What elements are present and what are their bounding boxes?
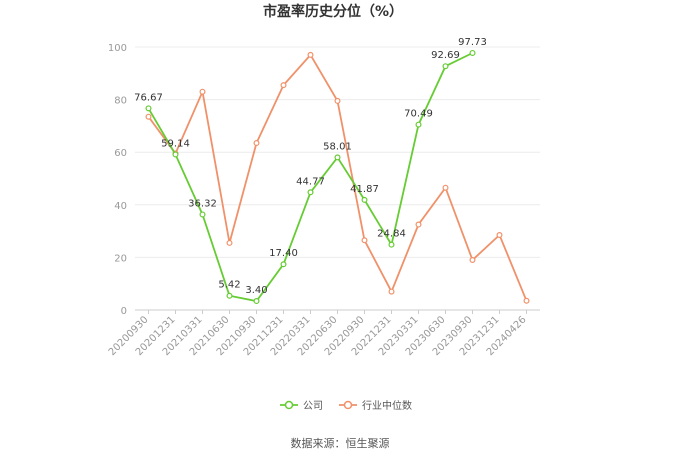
data-label: 58.01	[323, 141, 352, 152]
series-point-1[interactable]	[307, 51, 314, 58]
legend-marker-icon	[343, 400, 353, 410]
y-tick-label: 100	[108, 43, 127, 54]
legend-item-1[interactable]: 行业中位数	[339, 399, 412, 412]
data-label: 44.77	[296, 176, 325, 187]
legend-label: 公司	[303, 401, 323, 412]
data-label: 76.67	[134, 92, 163, 103]
data-label: 41.87	[350, 184, 379, 195]
y-tick-label: 80	[114, 96, 127, 107]
legend-label: 行业中位数	[362, 399, 412, 412]
series-point-1[interactable]	[253, 139, 260, 146]
chart-title: 市盈率历史分位（%）	[263, 3, 403, 20]
series-point-0[interactable]	[415, 121, 422, 128]
series-point-1[interactable]	[523, 297, 530, 304]
series-point-0[interactable]	[469, 49, 476, 56]
series-point-1[interactable]	[415, 221, 422, 228]
series-point-0[interactable]	[145, 105, 152, 112]
series-point-0[interactable]	[226, 292, 233, 299]
data-label: 3.40	[245, 285, 267, 296]
series-point-1[interactable]	[199, 88, 206, 95]
series-point-0[interactable]	[253, 298, 260, 305]
source-text: 数据来源：恒生聚源	[291, 436, 390, 450]
series-point-1[interactable]	[280, 82, 287, 89]
series-layer	[145, 49, 530, 305]
legend-marker-icon	[284, 400, 294, 410]
y-tick-label: 20	[114, 253, 127, 264]
axis-layer: 0204060801002020093020201231202103312021…	[107, 43, 540, 358]
series-point-1[interactable]	[469, 257, 476, 264]
series-point-0[interactable]	[334, 154, 341, 161]
data-label: 70.49	[404, 109, 433, 120]
data-label: 59.14	[161, 138, 190, 149]
data-label: 24.84	[377, 229, 406, 240]
series-point-1[interactable]	[226, 239, 233, 246]
series-point-0[interactable]	[442, 63, 449, 70]
legend-item-0[interactable]: 公司	[280, 400, 323, 412]
data-label: 5.42	[218, 280, 240, 291]
legend: 公司 行业中位数	[280, 399, 412, 412]
data-label: 17.40	[269, 248, 298, 259]
series-point-1[interactable]	[442, 184, 449, 191]
data-label: 97.73	[458, 37, 487, 48]
series-point-0[interactable]	[307, 189, 314, 196]
data-label: 92.69	[431, 50, 460, 61]
series-point-1[interactable]	[334, 97, 341, 104]
y-tick-label: 60	[114, 148, 127, 159]
data-label: 36.32	[188, 198, 217, 209]
series-point-0[interactable]	[361, 196, 368, 203]
series-point-0[interactable]	[172, 151, 179, 158]
series-point-1[interactable]	[361, 237, 368, 244]
series-point-1[interactable]	[496, 232, 503, 239]
y-tick-label: 0	[121, 306, 127, 317]
series-point-1[interactable]	[145, 113, 152, 120]
series-point-1[interactable]	[388, 288, 395, 295]
series-point-0[interactable]	[199, 211, 206, 218]
series-point-0[interactable]	[388, 241, 395, 248]
series-point-0[interactable]	[280, 261, 287, 268]
label-layer: 76.67 59.14 36.32 5.42 3.40 17.40 44.77 58.01 41…	[134, 37, 487, 296]
y-tick-label: 40	[114, 201, 127, 212]
